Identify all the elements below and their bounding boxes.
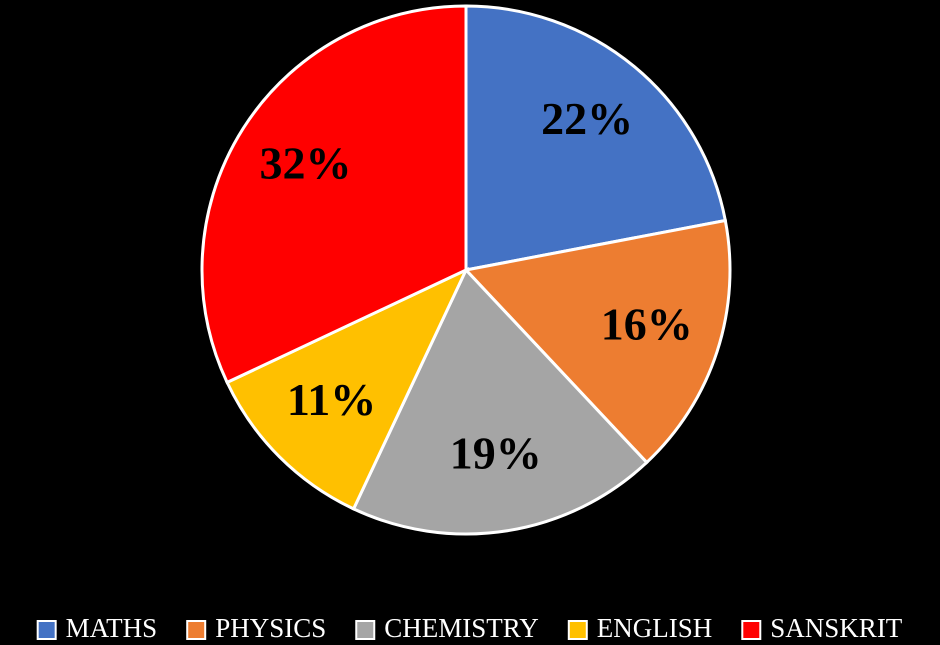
- pie-slice: [463, 218, 732, 465]
- pie-slice: [225, 266, 470, 511]
- pie-slice: [200, 4, 468, 385]
- data-label: 32%: [260, 138, 352, 189]
- data-label: 11%: [287, 374, 376, 425]
- legend-label: ENGLISH: [597, 613, 713, 643]
- legend-marker: [186, 620, 207, 640]
- legend-marker: [355, 620, 376, 640]
- legend-marker: [741, 620, 762, 640]
- legend-label: CHEMISTRY: [384, 613, 539, 643]
- data-label: 22%: [541, 93, 633, 144]
- data-label: 16%: [601, 298, 693, 349]
- pie-slice: [351, 267, 649, 536]
- legend-marker: [567, 620, 588, 640]
- pie-slice: [464, 4, 728, 272]
- legend-label: MATHS: [66, 613, 158, 643]
- legend-marker: [36, 620, 57, 640]
- data-label: 19%: [450, 427, 542, 478]
- legend-label: SANSKRIT: [770, 613, 903, 643]
- legend-label: PHYSICS: [215, 613, 326, 643]
